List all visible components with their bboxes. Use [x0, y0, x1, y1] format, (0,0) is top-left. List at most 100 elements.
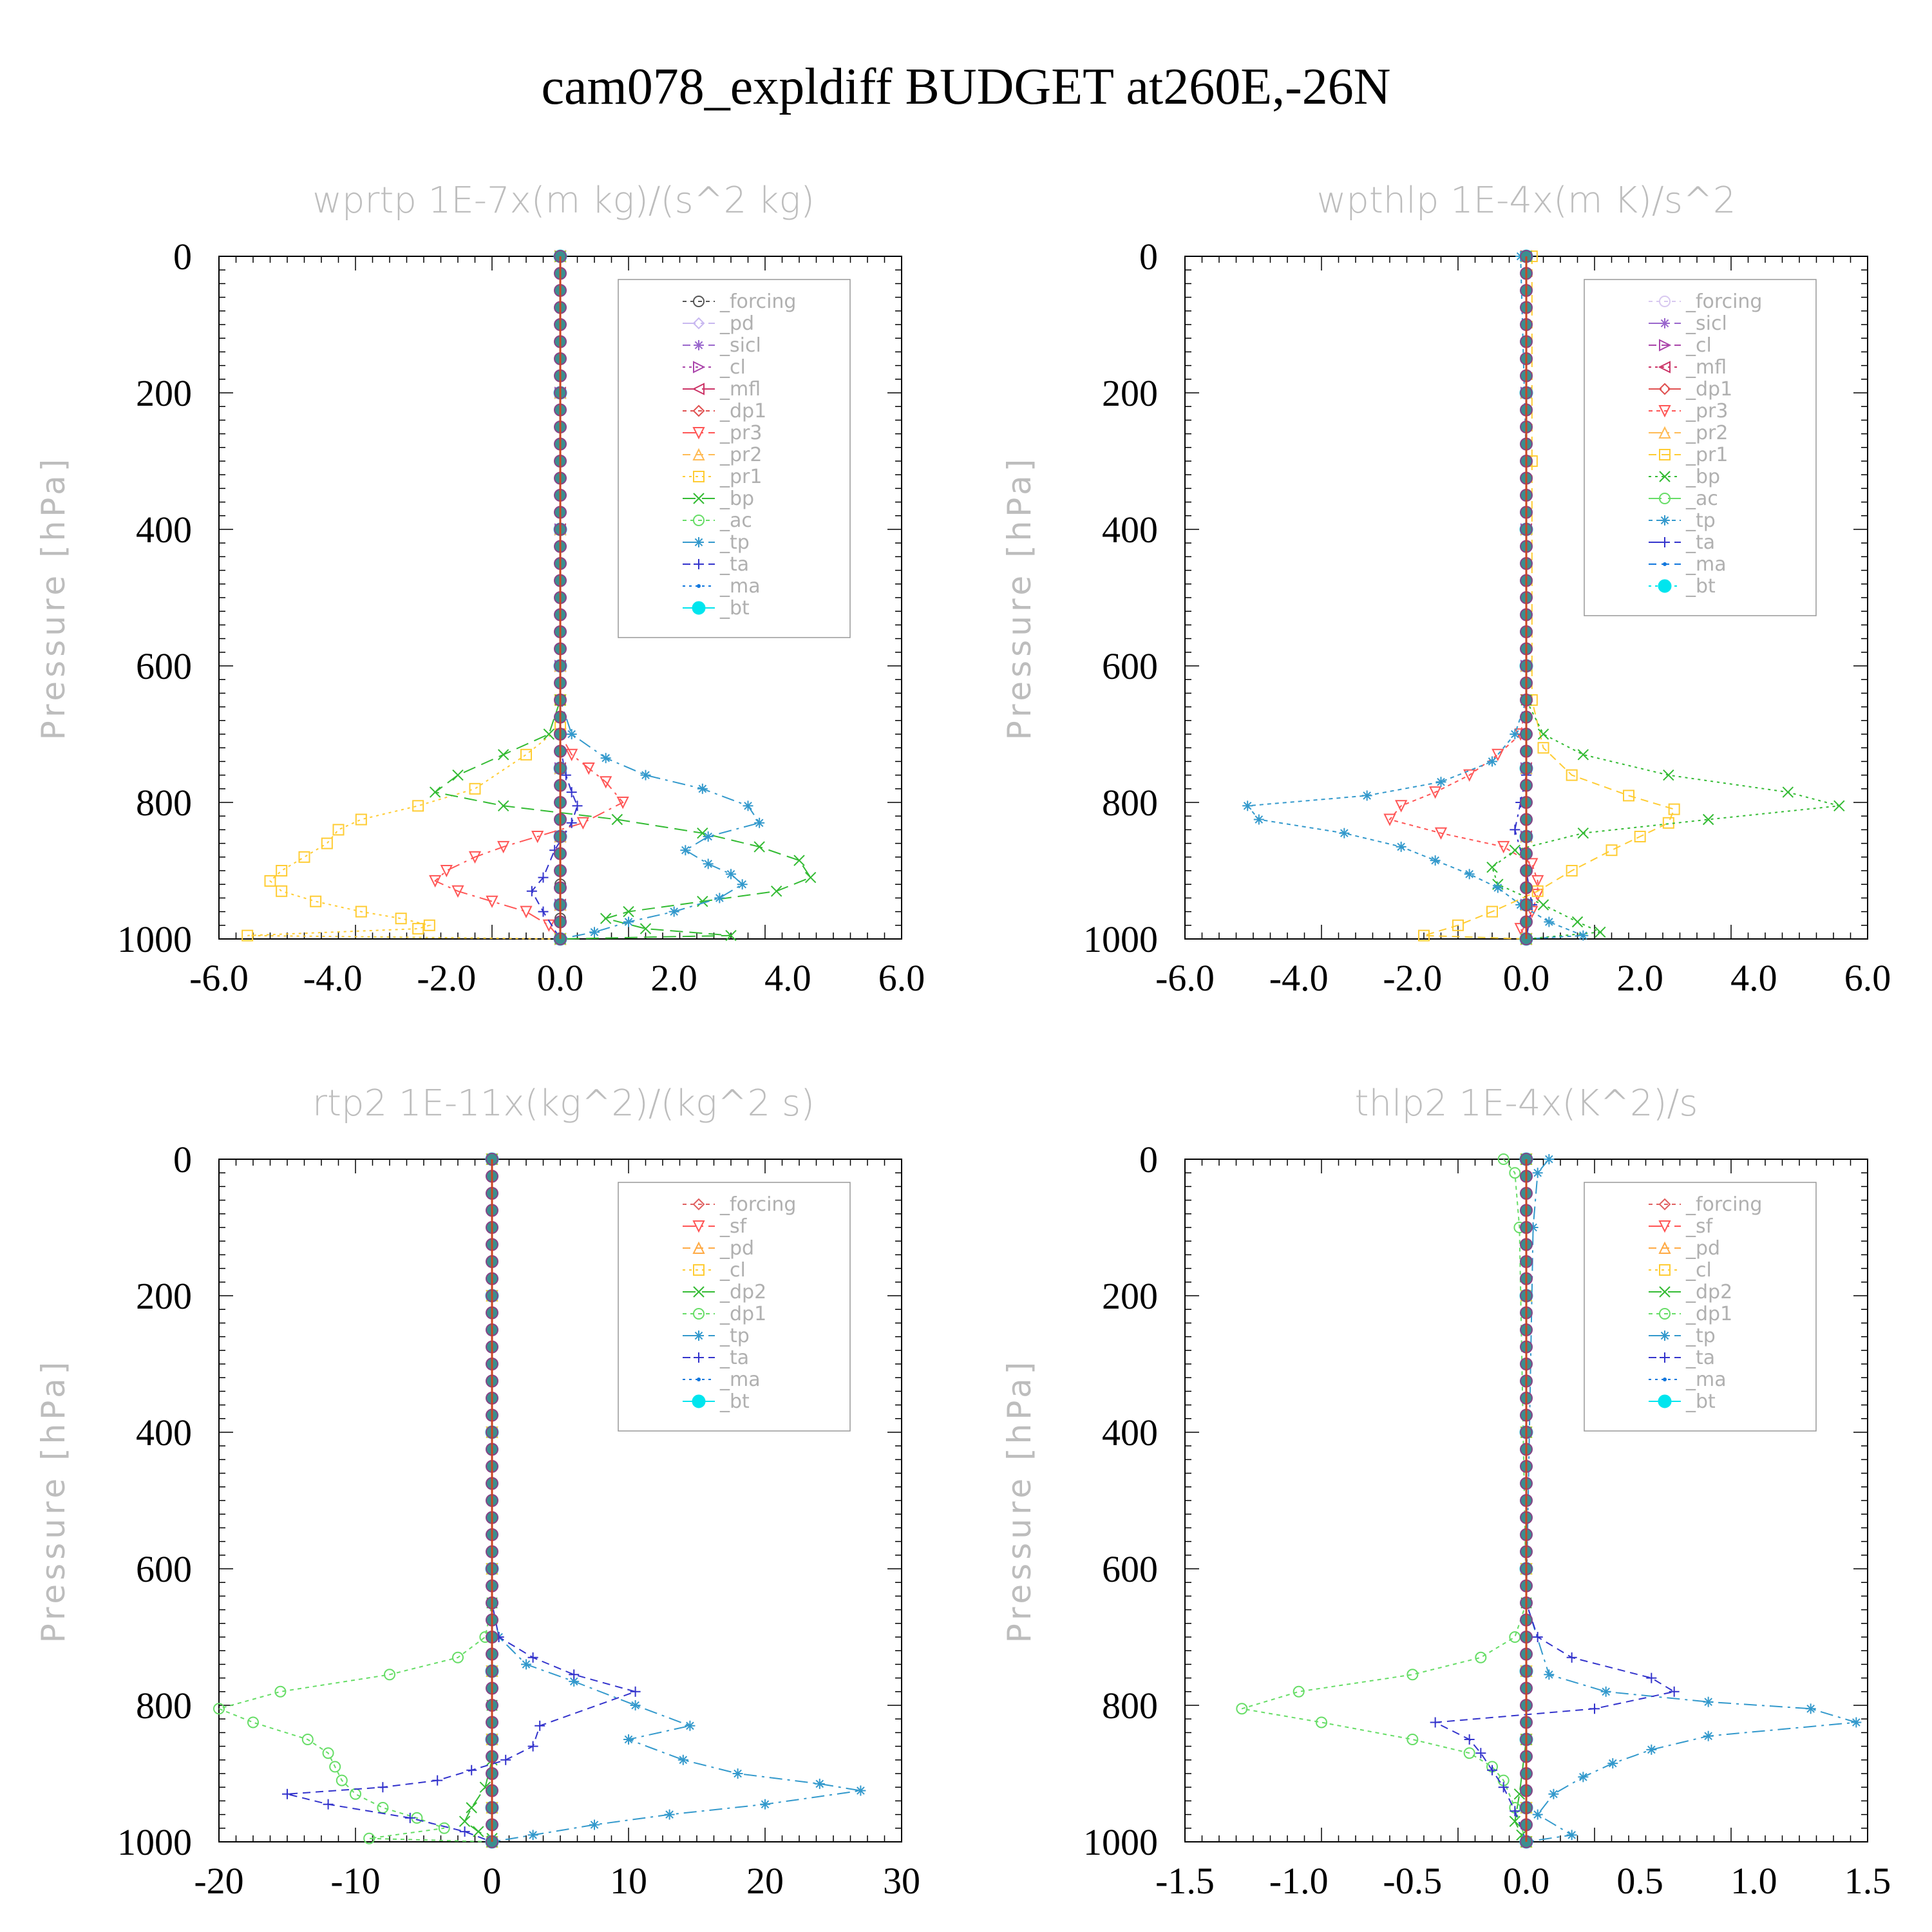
x-tick-label: 0.0 [1503, 957, 1550, 999]
data-point [1510, 729, 1520, 739]
legend-label: _forcing [1685, 290, 1762, 313]
data-point [1293, 1685, 1305, 1698]
legend-entry: _cl [683, 356, 746, 379]
data-point [1429, 786, 1442, 799]
legend-label: _tp [1685, 1325, 1716, 1347]
y-tick-label: 1000 [117, 1821, 192, 1863]
legend-entry: _tp [1649, 509, 1716, 532]
series-dp1 [213, 1153, 498, 1848]
data-point [589, 927, 600, 938]
data-point [1595, 926, 1606, 938]
legend-entry: _tp [683, 531, 750, 554]
data-point [1316, 1716, 1327, 1728]
data-point [1782, 786, 1794, 798]
data-point [1589, 1703, 1600, 1714]
data-point [452, 1651, 464, 1663]
data-point [582, 762, 595, 775]
data-point [1242, 800, 1253, 811]
legend-entry: _cl [683, 1259, 746, 1282]
data-point [350, 1788, 361, 1800]
y-tick-label: 1000 [1083, 918, 1158, 960]
data-point [1668, 803, 1680, 815]
legend-entry: _bt [683, 1390, 750, 1413]
data-point [566, 787, 577, 798]
data-point [630, 1700, 641, 1710]
y-tick-label: 800 [1102, 782, 1158, 824]
data-point [685, 1720, 696, 1731]
data-point [1492, 882, 1503, 893]
legend-label: _ma [1685, 553, 1727, 576]
data-point [1497, 840, 1510, 854]
legend-label: _ta [719, 553, 749, 576]
data-point [1532, 1168, 1543, 1179]
x-tick-label: 2.0 [1616, 957, 1663, 999]
legend-entry: _bp [1649, 466, 1720, 488]
data-point [329, 1761, 341, 1773]
data-point [538, 906, 549, 917]
y-tick-label: 0 [1139, 1139, 1158, 1180]
x-tick-label: 4.0 [764, 957, 811, 999]
legend-entry: _dp1 [683, 400, 766, 422]
y-tick-label: 400 [136, 1412, 192, 1454]
y-tick-label: 600 [136, 645, 192, 687]
legend-entry: _ac [683, 509, 752, 532]
data-point [322, 1747, 334, 1759]
data-point [1669, 1686, 1680, 1697]
legend: _forcing_pd_sicl_cl_mfl_dp1_pr3_pr2_pr1_… [618, 279, 851, 638]
x-tick-label: 4.0 [1730, 957, 1777, 999]
data-point [412, 923, 424, 935]
data-point [623, 916, 634, 927]
legend-entry: _cl [1649, 1259, 1712, 1282]
data-point [1703, 1696, 1714, 1707]
data-point [1566, 865, 1578, 876]
data-point [770, 886, 782, 897]
legend-label: _mfl [1685, 356, 1727, 379]
data-point [566, 729, 577, 739]
data-point [321, 837, 333, 849]
data-point [384, 1669, 395, 1681]
data-point [1475, 1651, 1487, 1663]
data-point [466, 1802, 477, 1814]
data-point [1544, 916, 1555, 927]
legend-label: _ma [719, 575, 761, 598]
y-tick-label: 400 [136, 509, 192, 551]
data-point [323, 1799, 334, 1810]
panel-4: thlp2 1E-4x(K^2)/s Pressure [hPa] -1.5 -1.0… [1001, 1083, 1891, 1902]
data-point [423, 919, 435, 931]
data-point [1537, 742, 1549, 754]
data-point [1395, 800, 1408, 813]
data-point [697, 895, 708, 907]
x-tick-label: 10 [610, 1860, 647, 1902]
y-tick-label: 0 [173, 1139, 192, 1180]
x-tick-label: -2.0 [417, 957, 476, 999]
legend-entry: _ta [683, 1347, 749, 1369]
legend-entry: _pr1 [1649, 444, 1728, 466]
series-line [1491, 256, 1840, 940]
data-point [429, 786, 441, 798]
legend-label: _forcing [719, 1193, 796, 1216]
legend-entry: _dp2 [1649, 1281, 1732, 1303]
y-tick-label: 1000 [117, 918, 192, 960]
data-point [703, 831, 714, 842]
data-point [468, 851, 482, 864]
legend-entry: _dp1 [683, 1303, 766, 1325]
legend-entry: _pd [683, 312, 754, 335]
legend-label: _ac [1685, 488, 1718, 510]
data-point [1531, 875, 1544, 888]
legend-label: _sf [1685, 1215, 1714, 1238]
data-point [1509, 1631, 1521, 1643]
data-point [1566, 769, 1578, 781]
legend-label: _pr2 [1685, 422, 1728, 444]
data-point [1475, 1748, 1486, 1759]
legend-entry: _ta [1649, 1347, 1715, 1369]
x-tick-label: 30 [883, 1860, 920, 1902]
series-line [287, 1159, 638, 1842]
data-point [1577, 749, 1589, 761]
data-point [395, 913, 407, 925]
data-point [737, 879, 748, 890]
y-tick-label: 800 [136, 1685, 192, 1727]
data-point [714, 893, 725, 904]
legend-entry: _ma [1649, 553, 1727, 576]
data-point [242, 929, 254, 942]
x-tick-label: -1.0 [1269, 1860, 1329, 1902]
